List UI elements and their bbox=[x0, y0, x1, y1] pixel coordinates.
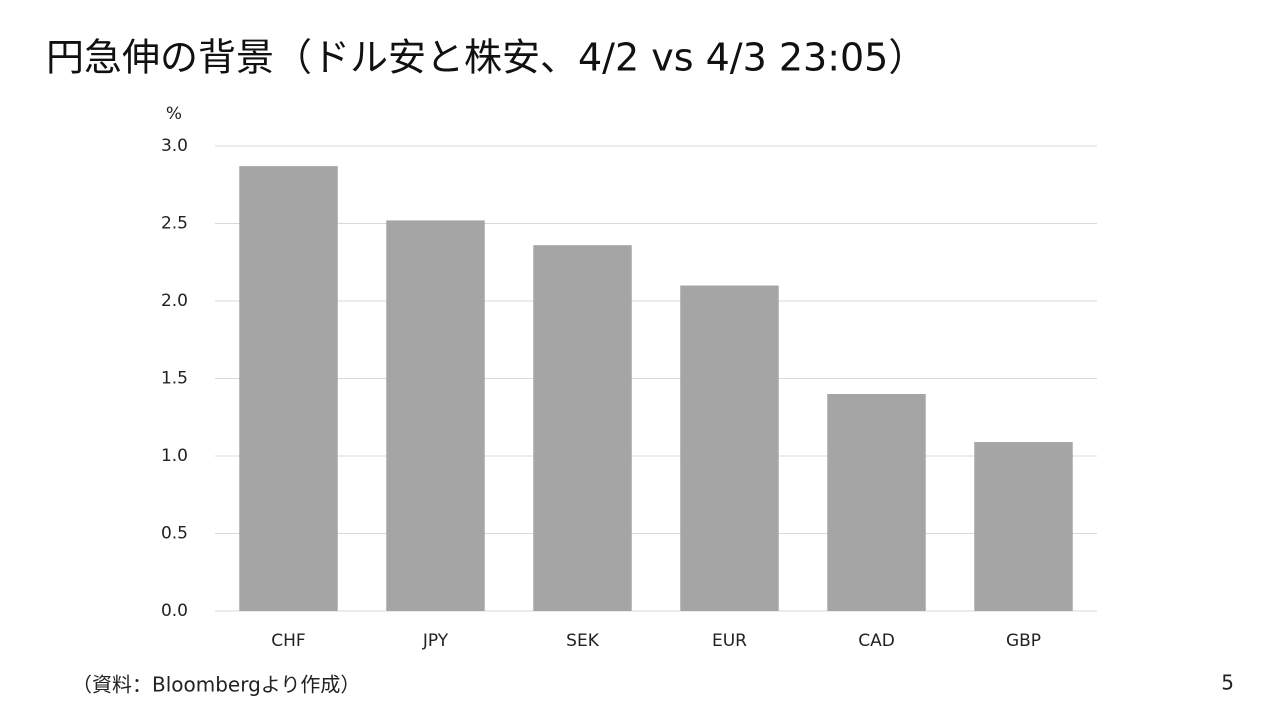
x-tick-label: EUR bbox=[712, 631, 747, 651]
bar bbox=[974, 442, 1073, 611]
x-tick-label: SEK bbox=[566, 631, 600, 651]
y-axis-unit: % bbox=[166, 104, 182, 124]
bar bbox=[680, 285, 779, 611]
x-tick-label: CAD bbox=[858, 631, 895, 651]
x-tick-label: CHF bbox=[271, 631, 305, 651]
source-note: （資料：Bloombergより作成） bbox=[72, 673, 360, 697]
y-tick-label: 0.5 bbox=[161, 524, 188, 544]
x-tick-label: GBP bbox=[1006, 631, 1041, 651]
bar bbox=[827, 394, 926, 611]
y-tick-label: 1.0 bbox=[161, 446, 188, 466]
bar bbox=[239, 166, 338, 611]
bar bbox=[386, 220, 485, 611]
slide-title: 円急伸の背景（ドル安と株安、4/2 vs 4/3 23:05） bbox=[46, 36, 926, 80]
y-tick-label: 3.0 bbox=[161, 136, 188, 156]
y-tick-label: 2.0 bbox=[161, 291, 188, 311]
page-number: 5 bbox=[1221, 671, 1234, 695]
y-tick-label: 1.5 bbox=[161, 369, 188, 389]
y-tick-label: 0.0 bbox=[161, 601, 188, 621]
bar bbox=[533, 245, 632, 611]
y-tick-label: 2.5 bbox=[161, 214, 188, 234]
x-tick-label: JPY bbox=[422, 631, 449, 651]
